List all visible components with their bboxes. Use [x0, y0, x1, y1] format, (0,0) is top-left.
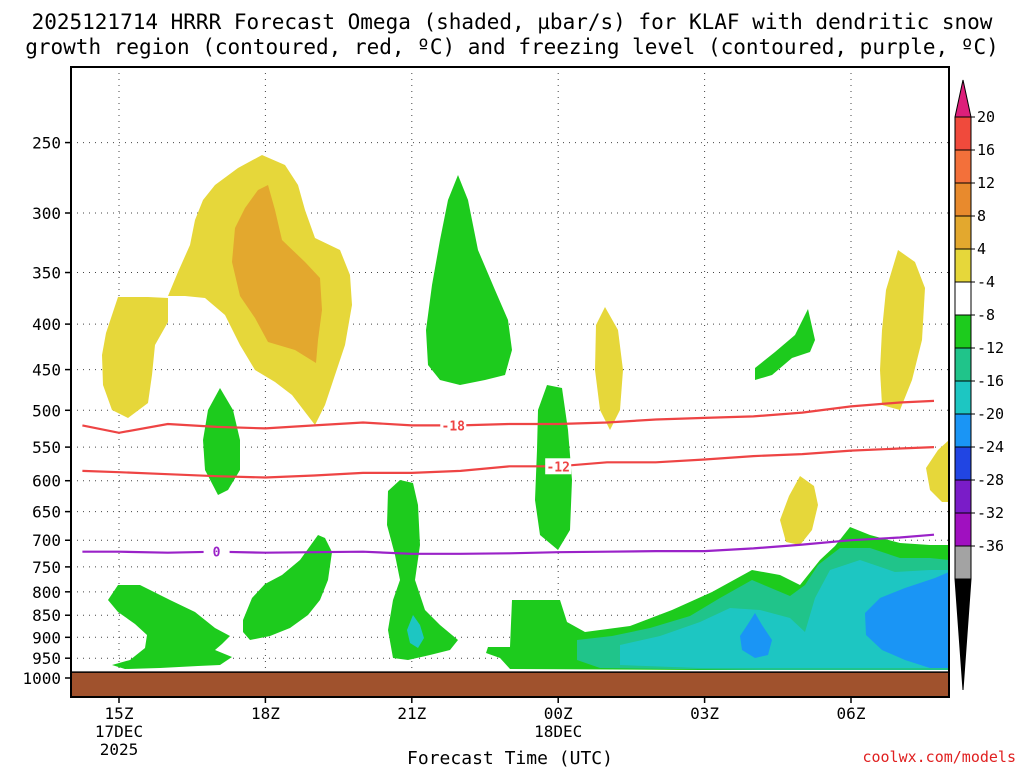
omega-shading — [102, 155, 949, 670]
omega-shade-negative — [108, 585, 232, 669]
x-tick-label: 18Z — [251, 704, 280, 723]
omega-shade-positive — [232, 185, 322, 363]
colorbar-swatch — [954, 446, 972, 481]
contour-label: 0 — [213, 546, 221, 561]
colorbar-label: 20 — [977, 108, 995, 126]
chart-title-line-2: growth region (contoured, red, ºC) and f… — [25, 35, 999, 59]
ground-fill — [71, 672, 949, 697]
colorbar-label: -32 — [977, 504, 1004, 522]
x-tick-label: 06Z — [837, 704, 866, 723]
omega-shade-positive — [595, 307, 623, 430]
colorbar-label: 12 — [977, 174, 995, 192]
x-tick-label: 15Z — [105, 704, 134, 723]
contour-label: -18 — [442, 419, 466, 434]
colorbar-swatch — [954, 380, 972, 415]
y-tick-label: 350 — [32, 264, 61, 283]
colorbar-label: -20 — [977, 405, 1004, 423]
colorbar-over-triangle — [954, 79, 972, 118]
x-tick-date: 17DEC — [95, 722, 143, 741]
y-axis: 250 300 350 400 450 500 550 600 650 700 750 800 850 9… — [22, 134, 71, 688]
y-tick-label: 750 — [32, 558, 61, 577]
x-axis-label: Forecast Time (UTC) — [407, 748, 613, 768]
contour-label: -12 — [546, 460, 569, 475]
y-tick-label: 600 — [32, 472, 61, 491]
y-tick-label: 700 — [32, 531, 61, 550]
colorbar-label: -28 — [977, 471, 1004, 489]
x-tick-label: 21Z — [397, 704, 426, 723]
omega-shade-negative — [387, 480, 458, 660]
colorbar-label: -24 — [977, 438, 1004, 456]
y-tick-label: 950 — [32, 649, 61, 668]
y-tick-label: 450 — [32, 361, 61, 380]
y-tick-label: 300 — [32, 204, 61, 223]
y-tick-label: 500 — [32, 401, 61, 420]
colorbar-swatch — [954, 182, 972, 217]
source-credit: coolwx.com/models — [862, 748, 1016, 766]
omega-shade-negative — [620, 560, 949, 668]
omega-shade-negative — [243, 535, 332, 640]
omega-shade-negative — [426, 175, 512, 385]
omega-shade-negative — [203, 388, 240, 495]
colorbar-under-triangle — [954, 578, 972, 691]
ground-bar — [71, 671, 949, 697]
contour-line — [82, 399, 935, 434]
x-tick-label: 00Z — [544, 704, 573, 723]
colorbar-swatch — [954, 215, 972, 250]
x-tick-label: 03Z — [690, 704, 719, 723]
colorbar-swatch — [954, 512, 972, 547]
colorbar-label: 16 — [977, 141, 995, 159]
chart-title-line-1: 2025121714 HRRR Forecast Omega (shaded, … — [32, 10, 993, 34]
colorbar-swatch — [954, 281, 972, 316]
colorbar-swatch — [954, 314, 972, 349]
colorbar-swatch — [954, 479, 972, 514]
y-tick-label: 650 — [32, 503, 61, 522]
omega-shade-negative — [740, 613, 772, 658]
colorbar-label: 8 — [977, 207, 986, 225]
contour-lines: -18 -12 0 — [82, 399, 935, 561]
y-tick-label: 900 — [32, 628, 61, 647]
omega-shade-negative — [407, 615, 424, 648]
colorbar-swatch — [954, 149, 972, 184]
contour-line — [82, 446, 935, 479]
y-tick-label: 850 — [32, 606, 61, 625]
x-tick-date: 18DEC — [534, 722, 582, 741]
plot-frame — [70, 66, 950, 698]
omega-shade-positive — [926, 440, 949, 502]
colorbar-label: -4 — [977, 273, 995, 291]
plot-area: -18 -12 0 — [71, 67, 949, 697]
colorbar-swatch — [954, 413, 972, 448]
omega-shade-positive — [102, 297, 168, 418]
omega-shade-positive — [880, 250, 925, 410]
colorbar-swatch — [954, 347, 972, 382]
colorbar-swatch — [954, 248, 972, 283]
contour-label-bg — [545, 458, 572, 475]
colorbar-label: -36 — [977, 537, 1004, 555]
y-tick-label: 250 — [32, 134, 61, 153]
y-tick-label: 550 — [32, 438, 61, 457]
contour-label-bg — [203, 543, 230, 560]
colorbar-swatch — [954, 116, 972, 151]
colorbar-label: 4 — [977, 240, 986, 258]
contour-label-bg — [440, 417, 467, 434]
colorbar-label: -8 — [977, 306, 995, 324]
colorbar: 20 16 12 8 4 -4 -8 -12 -16 -20 -24 -28 -32 -36 — [954, 79, 1004, 691]
omega-shade-positive — [780, 476, 818, 545]
x-tick-year: 2025 — [100, 740, 139, 759]
colorbar-label: -12 — [977, 339, 1004, 357]
colorbar-label: -16 — [977, 372, 1004, 390]
y-tick-label: 800 — [32, 583, 61, 602]
omega-shade-negative — [755, 309, 815, 380]
y-tick-label: 400 — [32, 315, 61, 334]
omega-shade-negative — [865, 572, 949, 668]
gridlines — [71, 67, 949, 697]
y-tick-label: 1000 — [22, 669, 61, 688]
colorbar-swatch — [954, 545, 972, 580]
